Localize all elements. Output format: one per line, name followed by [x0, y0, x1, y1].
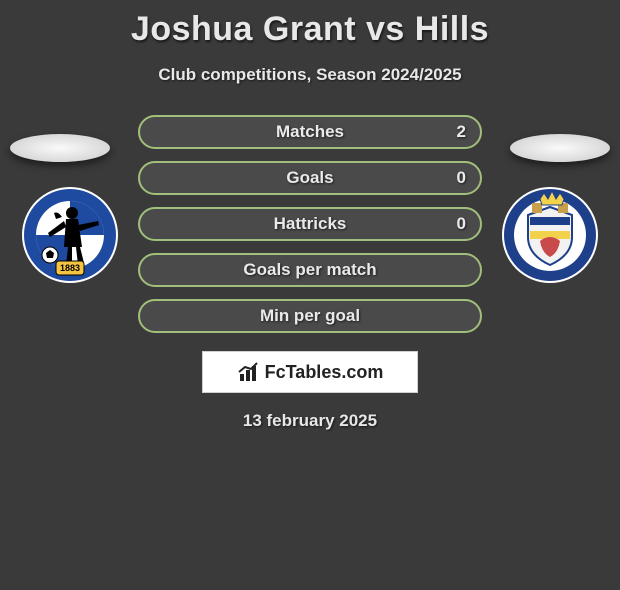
stat-right-value: 0 [457, 214, 466, 234]
bar-chart-icon [237, 360, 261, 384]
stat-rows: Matches 2 Goals 0 Hattricks 0 Goals per … [138, 115, 482, 333]
stat-label: Goals [286, 168, 333, 188]
stat-right-value: 2 [457, 122, 466, 142]
stat-row-hattricks: Hattricks 0 [138, 207, 482, 241]
stat-row-goals: Goals 0 [138, 161, 482, 195]
stat-label: Goals per match [243, 260, 376, 280]
stat-right-value: 0 [457, 168, 466, 188]
date-text: 13 february 2025 [0, 411, 620, 431]
club-badge-left: 1883 [20, 185, 120, 285]
stat-label: Hattricks [274, 214, 347, 234]
brand-text: FcTables.com [265, 362, 384, 383]
stat-label: Min per goal [260, 306, 360, 326]
subtitle: Club competitions, Season 2024/2025 [0, 65, 620, 85]
badge-left-year: 1883 [60, 263, 80, 273]
player-placeholder-right [510, 134, 610, 162]
stat-row-min-per-goal: Min per goal [138, 299, 482, 333]
stat-label: Matches [276, 122, 344, 142]
stat-row-goals-per-match: Goals per match [138, 253, 482, 287]
player-placeholder-left [10, 134, 110, 162]
page-title: Joshua Grant vs Hills [0, 10, 620, 49]
club-badge-right [500, 185, 600, 285]
brand-box: FcTables.com [202, 351, 418, 393]
stat-row-matches: Matches 2 [138, 115, 482, 149]
